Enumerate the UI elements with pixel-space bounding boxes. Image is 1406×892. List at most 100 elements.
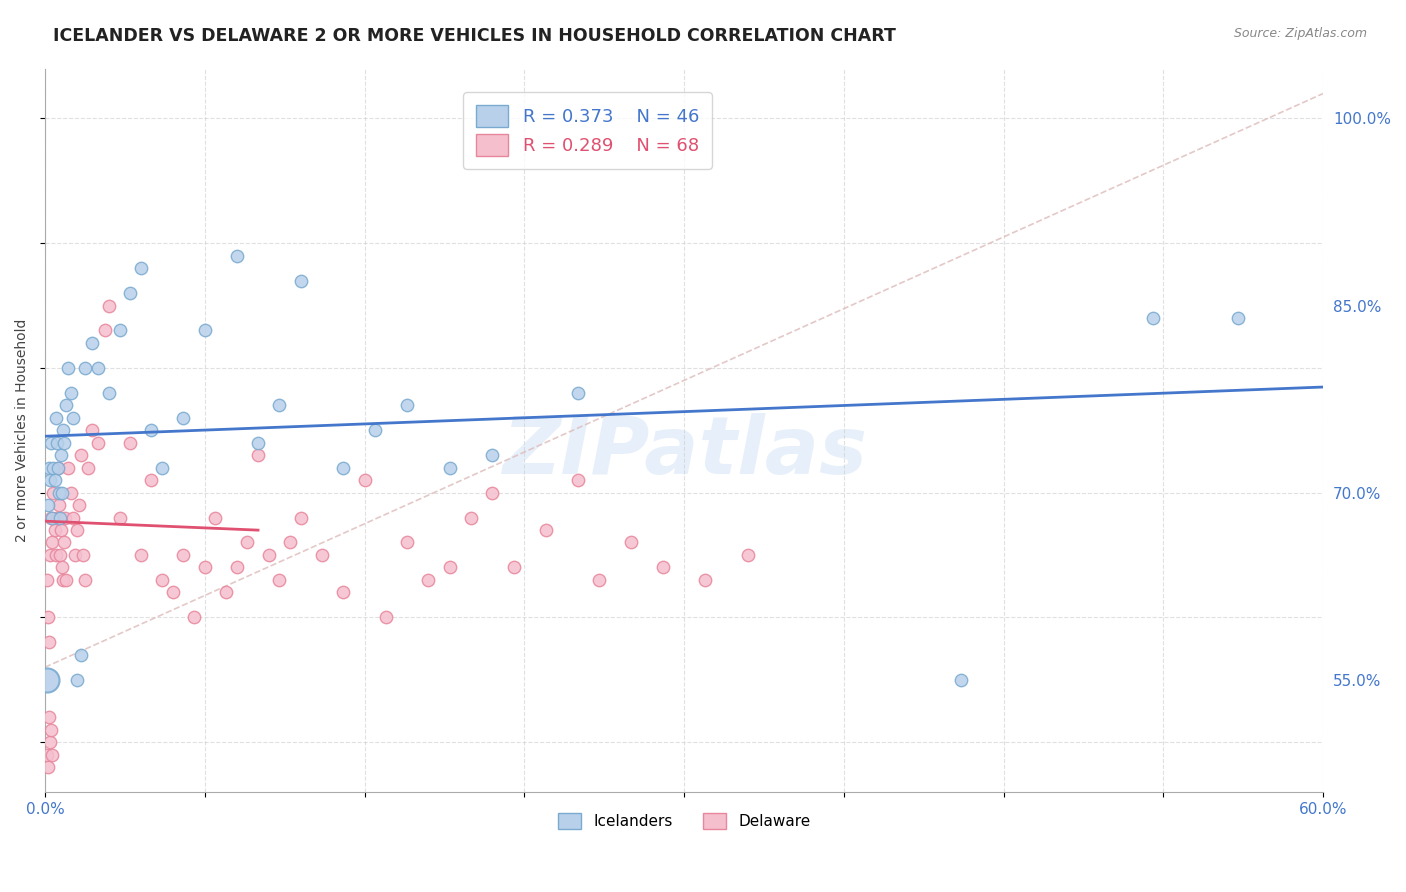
Point [150,460,173,475]
Point [950,673,973,687]
Text: ICELANDER VS DELAWARE 2 OR MORE VEHICLES IN HOUSEHOLD CORRELATION CHART: ICELANDER VS DELAWARE 2 OR MORE VEHICLES… [53,27,896,45]
Point [72,548,94,562]
Point [75,360,97,375]
Point [52,573,75,587]
Point [49,548,72,562]
Point [311,548,333,562]
Point [44,523,66,537]
Point [172,548,194,562]
Point [1142,310,1164,325]
Point [59,485,82,500]
Point [37,573,59,587]
Point [39,548,62,562]
Point [332,460,354,475]
Point [460,510,482,524]
Point [62,410,84,425]
Point [75,573,97,587]
Point [247,435,270,450]
Point [129,548,152,562]
Point [225,249,247,263]
Point [183,610,205,624]
Point [150,573,173,587]
Point [97,298,120,312]
Point [70,648,93,662]
Point [41,510,63,524]
Point [41,723,63,737]
Point [48,498,70,512]
Point [204,510,226,524]
Point [66,523,89,537]
Point [396,398,419,412]
Point [108,510,131,524]
Point [97,385,120,400]
Point [120,435,142,450]
Point [37,747,59,762]
Point [87,360,110,375]
Point [45,435,67,450]
Point [45,548,67,562]
Point [48,485,70,500]
Point [502,560,524,574]
Point [45,510,67,524]
Point [41,435,63,450]
Point [353,473,375,487]
Point [651,560,673,574]
Point [46,460,69,475]
Point [236,535,259,549]
Point [481,448,503,462]
Point [364,423,387,437]
Point [172,410,194,425]
Point [194,560,217,574]
Point [37,760,59,774]
Point [225,560,247,574]
Point [80,335,103,350]
Point [418,573,440,587]
Point [39,735,62,749]
Point [45,410,67,425]
Point [55,398,77,412]
Point [44,473,66,487]
Point [37,610,59,624]
Point [332,585,354,599]
Point [534,523,557,537]
Point [108,323,131,337]
Point [257,548,280,562]
Point [162,585,184,599]
Point [51,485,73,500]
Point [38,710,60,724]
Y-axis label: 2 or more Vehicles in Household: 2 or more Vehicles in Household [15,318,30,542]
Point [76,460,98,475]
Point [93,323,115,337]
Point [1227,310,1250,325]
Point [41,510,63,524]
Point [42,485,65,500]
Point [396,535,419,549]
Point [439,460,461,475]
Point [51,560,73,574]
Point [53,535,76,549]
Point [737,548,759,562]
Point [481,485,503,500]
Point [39,473,62,487]
Point [55,573,77,587]
Point [41,747,63,762]
Point [290,510,312,524]
Point [63,548,86,562]
Point [278,535,301,549]
Text: ZIPatlas: ZIPatlas [502,413,866,491]
Point [374,610,396,624]
Point [67,498,90,512]
Point [58,360,80,375]
Point [49,448,72,462]
Point [620,535,643,549]
Point [141,473,163,487]
Point [42,460,65,475]
Point [49,523,72,537]
Point [695,573,717,587]
Point [53,510,76,524]
Point [41,535,63,549]
Point [70,448,93,462]
Point [38,460,60,475]
Point [567,385,589,400]
Point [38,635,60,649]
